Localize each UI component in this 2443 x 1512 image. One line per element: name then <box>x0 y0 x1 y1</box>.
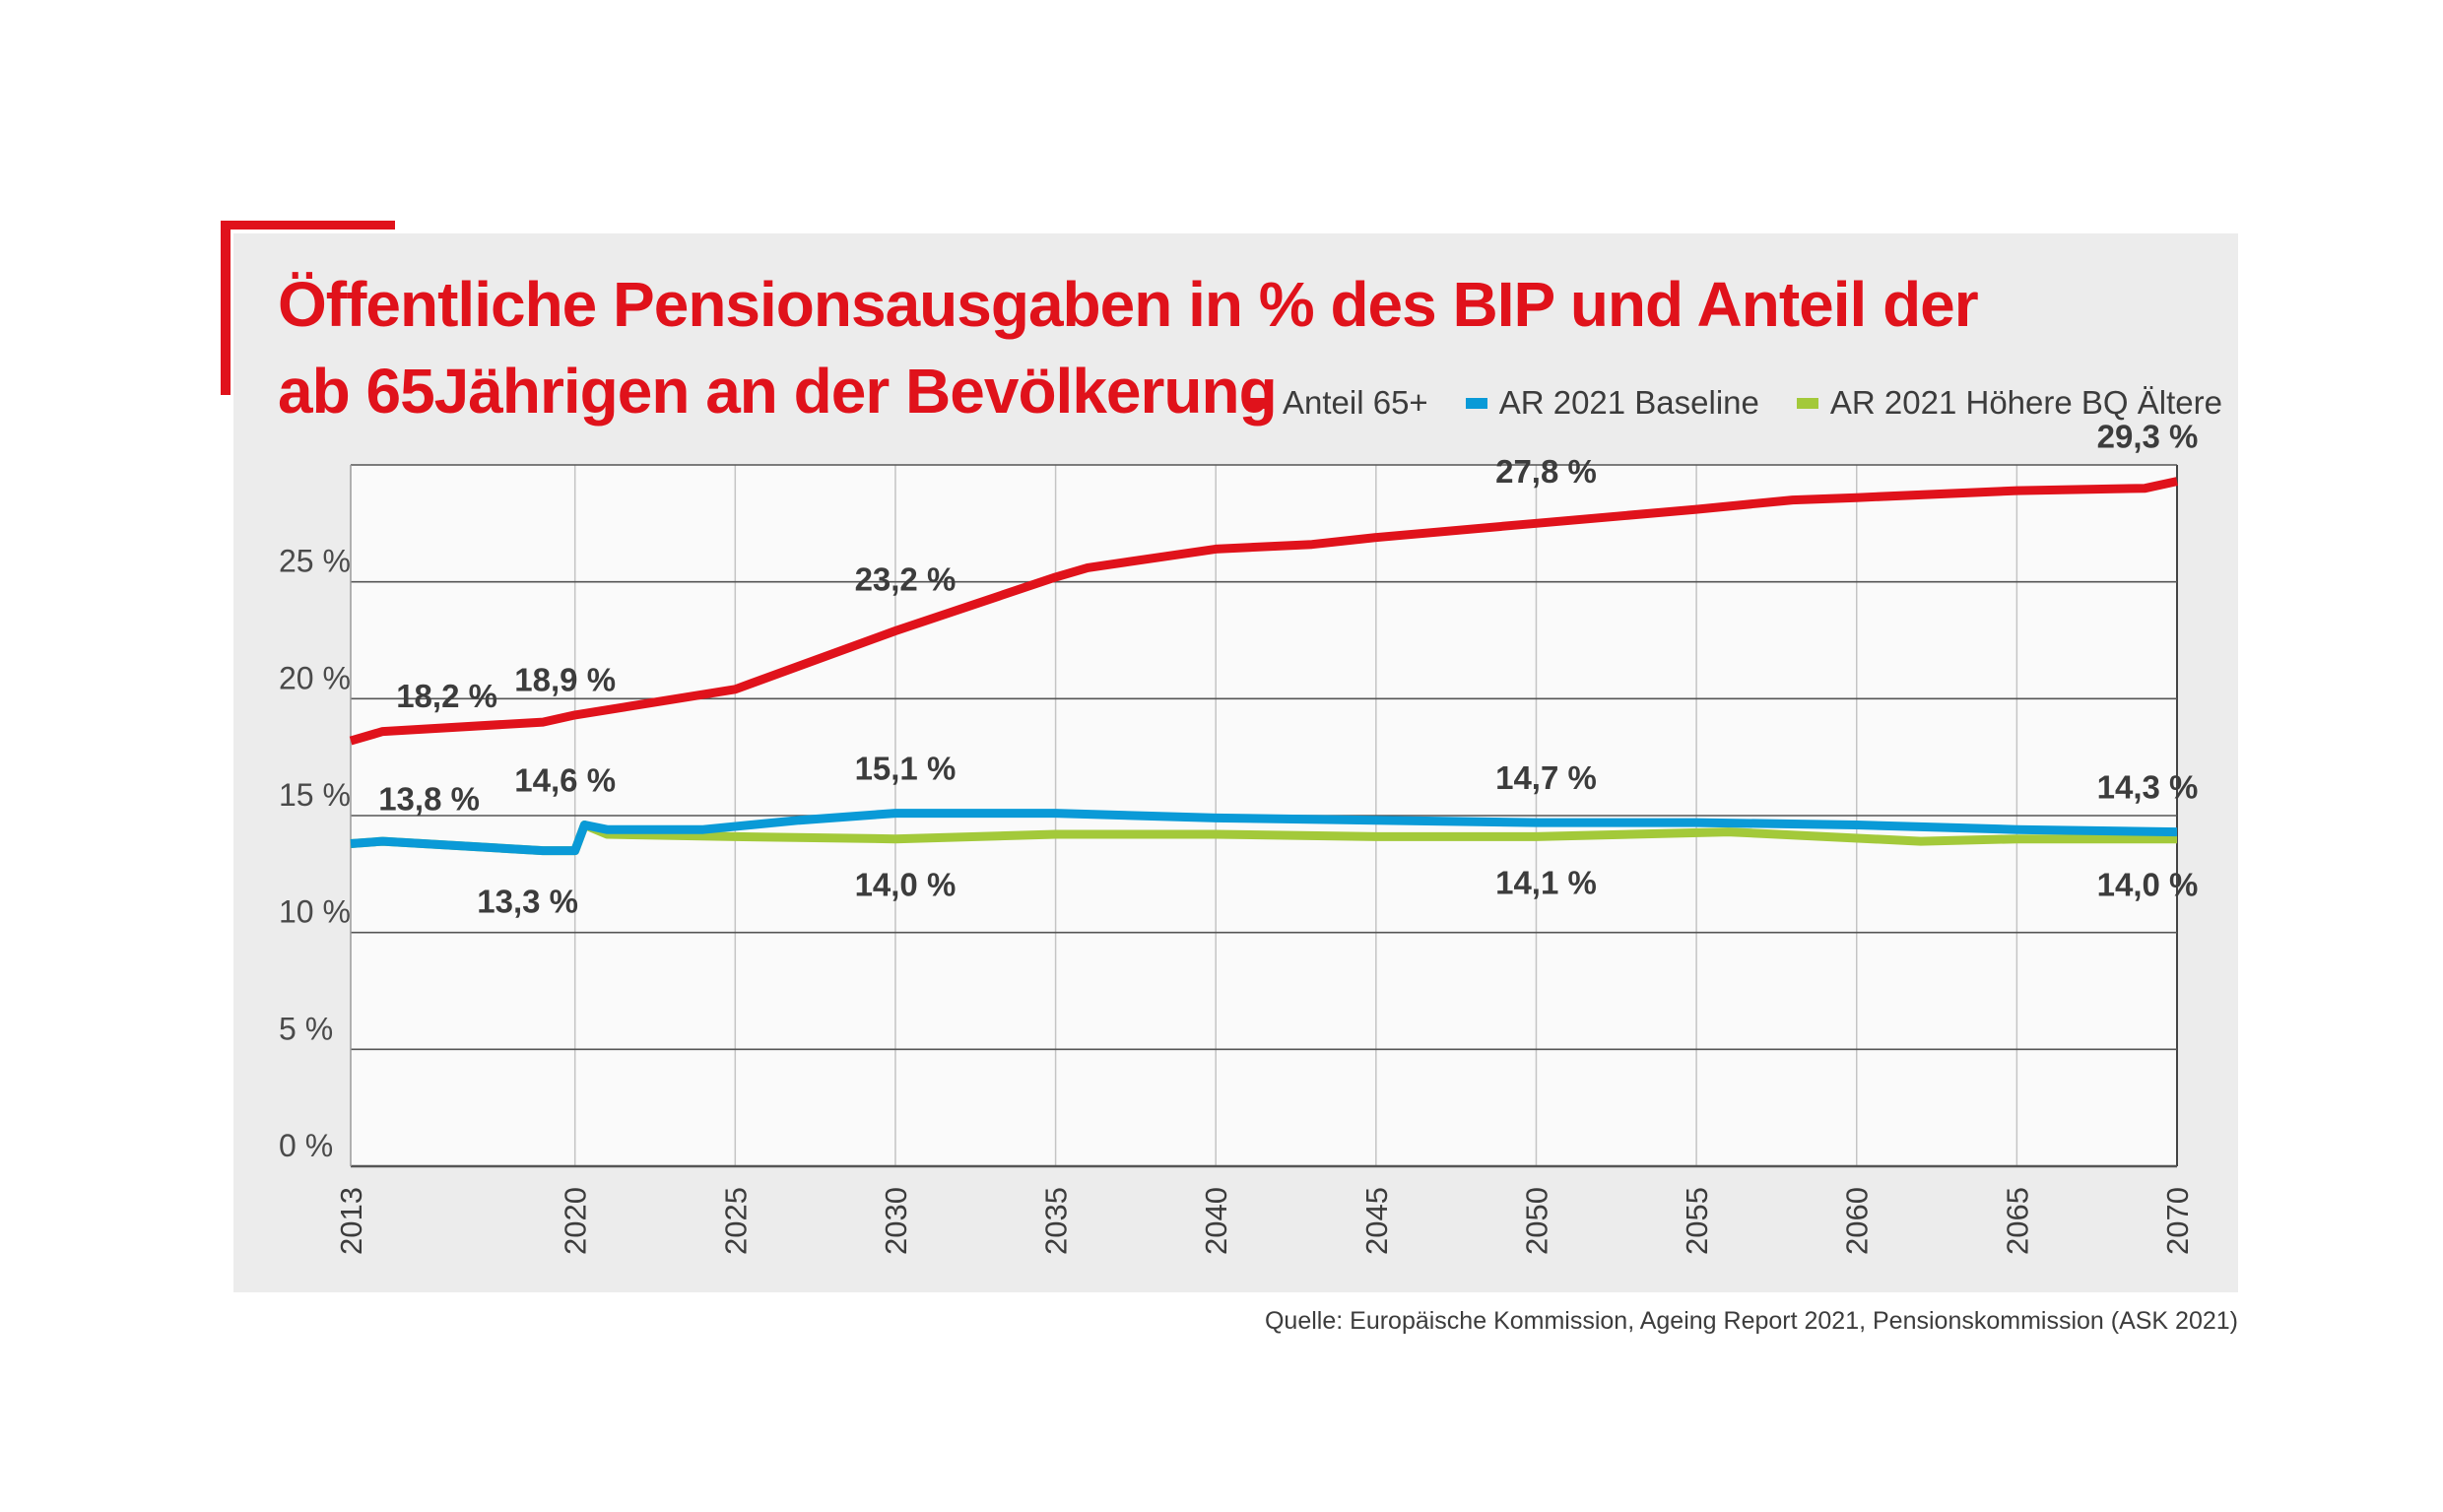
legend-swatch-hoehere <box>1796 397 1818 409</box>
x-tick-label: 2035 <box>1039 1187 1074 1255</box>
x-tick-label: 2060 <box>1840 1187 1875 1255</box>
x-tick-label: 2030 <box>879 1187 913 1255</box>
accent-bar-top <box>221 221 395 230</box>
x-tick-label: 2025 <box>718 1187 753 1255</box>
chart-title-line-2: ab 65Jährigen an der Bevölkerung <box>278 356 1278 427</box>
data-label: 14,1 % <box>1495 864 1597 900</box>
x-tick-label: 2040 <box>1199 1187 1233 1255</box>
x-tick-label: 2045 <box>1359 1187 1394 1255</box>
series-line-baseline <box>350 809 2178 856</box>
y-tick-label: 15 % <box>279 777 351 813</box>
data-label: 14,0 % <box>855 867 957 903</box>
source-note: Quelle: Europäische Kommission, Ageing R… <box>1264 1307 2238 1335</box>
legend: Anteil 65+ AR 2021 Baseline AR 2021 Höhe… <box>1249 384 2222 422</box>
legend-label-anteil: Anteil 65+ <box>1283 384 1428 421</box>
data-label: 15,1 % <box>855 751 957 787</box>
data-label: 29,3 % <box>2097 419 2199 455</box>
chart-title-line-1: Öffentliche Pensionsausgaben in % des BI… <box>278 269 1979 340</box>
legend-item-anteil: Anteil 65+ <box>1249 384 1428 422</box>
x-tick-label: 2020 <box>559 1187 593 1255</box>
legend-swatch-baseline <box>1465 397 1487 409</box>
legend-item-baseline: AR 2021 Baseline <box>1465 384 1759 422</box>
x-tick-label: 2065 <box>2000 1187 2034 1255</box>
x-tick-label: 2055 <box>1680 1187 1714 1255</box>
legend-label-hoehere: AR 2021 Höhere BQ Ältere <box>1829 384 2222 421</box>
data-label: 14,3 % <box>2097 769 2199 806</box>
data-label: 14,0 % <box>2097 867 2199 903</box>
y-tick-label: 10 % <box>279 894 351 930</box>
data-label: 13,3 % <box>477 883 578 919</box>
data-label: 18,9 % <box>514 661 616 697</box>
legend-label-baseline: AR 2021 Baseline <box>1498 384 1759 421</box>
x-tick-label: 2013 <box>334 1187 368 1255</box>
legend-swatch-anteil <box>1249 397 1271 409</box>
legend-item-hoehere: AR 2021 Höhere BQ Ältere <box>1796 384 2222 422</box>
data-label: 13,8 % <box>378 780 480 817</box>
data-label: 14,7 % <box>1495 759 1597 796</box>
accent-bar-left <box>221 221 231 395</box>
y-tick-label: 25 % <box>279 544 351 579</box>
data-label: 18,2 % <box>396 678 497 714</box>
y-tick-label: 0 % <box>279 1128 333 1163</box>
series-line-anteil <box>349 477 2178 746</box>
data-label: 14,6 % <box>514 761 616 798</box>
data-label: 23,2 % <box>855 560 957 597</box>
y-tick-label: 20 % <box>279 660 351 695</box>
x-tick-label: 2070 <box>2160 1187 2195 1255</box>
data-label: 27,8 % <box>1495 453 1597 490</box>
x-tick-label: 2050 <box>1519 1187 1553 1255</box>
y-tick-label: 5 % <box>279 1011 333 1046</box>
